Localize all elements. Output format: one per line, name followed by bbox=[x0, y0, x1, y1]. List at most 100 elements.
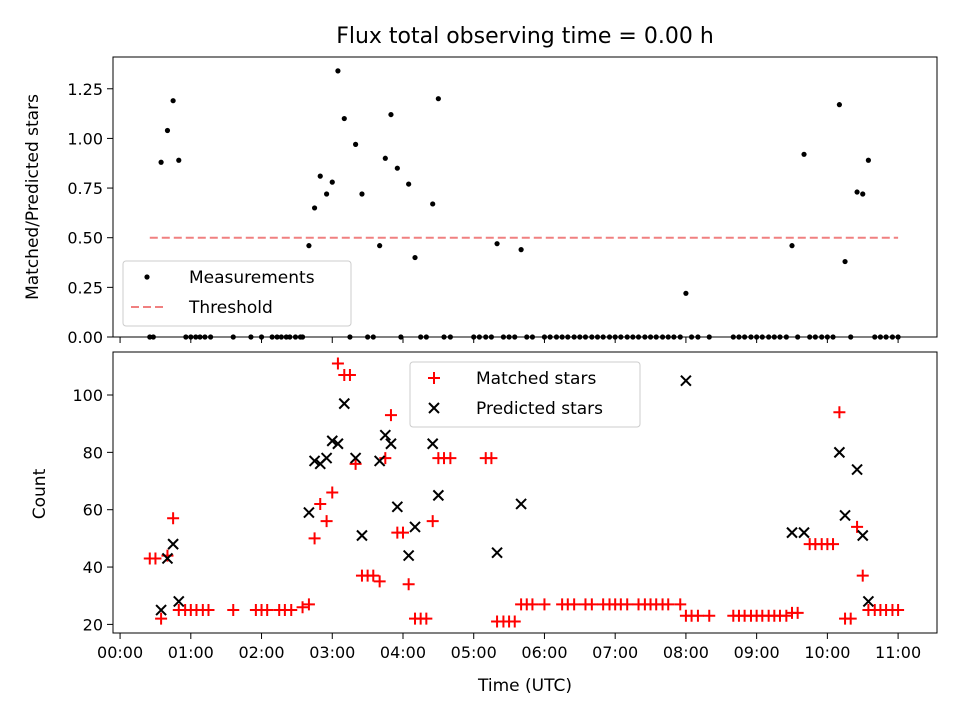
top-measurement-point bbox=[801, 151, 807, 157]
top-y-tick-label: 0.00 bbox=[67, 328, 103, 347]
top-measurement-point bbox=[377, 243, 383, 249]
top-measurement-point bbox=[635, 334, 642, 340]
bottom-matched-point bbox=[621, 598, 634, 611]
bottom-predicted-point bbox=[798, 526, 810, 539]
bottom-matched-point bbox=[308, 532, 321, 545]
top-measurement-point bbox=[759, 334, 765, 340]
top-measurement-point bbox=[883, 334, 889, 340]
bottom-predicted-point bbox=[385, 438, 397, 450]
bottom-matched-point bbox=[791, 606, 804, 619]
bottom-x-tick-label: 06:00 bbox=[521, 643, 567, 662]
top-measurement-point bbox=[659, 334, 666, 340]
top-measurement-point bbox=[518, 247, 524, 253]
bottom-matched-point bbox=[314, 497, 327, 510]
top-measurement-point bbox=[506, 334, 512, 340]
top-measurement-point bbox=[848, 334, 854, 340]
top-y-tick-label: 0.25 bbox=[67, 278, 103, 297]
bottom-predicted-point bbox=[155, 604, 167, 616]
bottom-predicted-point bbox=[167, 538, 179, 550]
top-measurement-point bbox=[730, 334, 736, 340]
top-measurement-point bbox=[430, 201, 436, 207]
top-measurement-point bbox=[742, 334, 748, 340]
bottom-x-tick-label: 03:00 bbox=[309, 643, 355, 662]
top-measurement-point bbox=[418, 334, 424, 340]
bottom-predicted-point bbox=[862, 595, 875, 608]
top-measurement-point bbox=[836, 102, 842, 108]
top-measurement-point bbox=[860, 191, 866, 197]
bottom-matched-point bbox=[827, 538, 840, 551]
bottom-predicted-point bbox=[356, 529, 368, 542]
bottom-matched-point bbox=[691, 609, 704, 622]
bottom-y-tick-label: 40 bbox=[83, 558, 103, 577]
bottom-y-tick-label: 20 bbox=[83, 615, 103, 634]
bottom-panel: 20 40 60 80 100 00:00 01:00 02:00 03:00 04:00 05:0… bbox=[72, 351, 938, 662]
top-measurement-point bbox=[412, 254, 418, 261]
top-measurement-point bbox=[317, 173, 323, 179]
bottom-predicted-point bbox=[833, 446, 846, 459]
top-measurement-point bbox=[819, 334, 825, 340]
top-measurement-point bbox=[830, 334, 836, 340]
bottom-x-axis-label: Time (UTC) bbox=[477, 676, 572, 696]
top-measurement-point bbox=[677, 334, 683, 340]
top-y-tick-label: 1.00 bbox=[67, 129, 103, 148]
top-measurement-point bbox=[435, 96, 441, 102]
bottom-matched-point bbox=[331, 357, 344, 370]
top-measurement-point bbox=[665, 334, 671, 340]
top-measurement-point bbox=[188, 334, 194, 340]
top-measurement-point bbox=[365, 334, 371, 340]
bottom-predicted-point bbox=[349, 452, 362, 464]
bottom-predicted-point bbox=[851, 463, 863, 476]
top-measurement-point bbox=[394, 165, 400, 171]
top-y-tick-label: 0.50 bbox=[67, 229, 103, 248]
top-measurement-point bbox=[353, 141, 359, 147]
bottom-predicted-point bbox=[173, 595, 185, 608]
bottom-x-tick-label: 05:00 bbox=[451, 643, 497, 662]
top-measurement-point bbox=[370, 334, 376, 340]
top-measurement-point bbox=[347, 334, 353, 340]
top-measurement-point bbox=[582, 334, 589, 340]
top-measurement-point bbox=[500, 334, 507, 340]
top-measurement-point bbox=[594, 334, 601, 340]
bottom-predicted-point bbox=[426, 438, 439, 450]
top-measurement-point bbox=[324, 191, 330, 197]
bottom-matched-point bbox=[892, 604, 905, 617]
bottom-matched-point bbox=[367, 569, 380, 582]
bottom-predicted-point bbox=[409, 521, 421, 533]
top-measurement-point bbox=[388, 111, 394, 118]
top-measurement-point bbox=[359, 191, 365, 197]
top-measurement-point bbox=[278, 334, 284, 340]
bottom-matched-point bbox=[349, 457, 362, 470]
bottom-predicted-point bbox=[402, 549, 415, 562]
top-measurement-point bbox=[671, 334, 677, 340]
bottom-predicted-point bbox=[432, 489, 445, 502]
top-measurement-point bbox=[812, 334, 818, 340]
top-measurement-point bbox=[406, 181, 412, 187]
bottom-x-tick-label: 10:00 bbox=[804, 643, 850, 662]
top-measurement-point bbox=[483, 334, 489, 340]
bottom-matched-point bbox=[526, 598, 539, 611]
top-measurement-point bbox=[771, 334, 777, 340]
top-measurement-point bbox=[488, 334, 495, 340]
bottom-matched-point bbox=[780, 609, 793, 622]
top-measurement-point bbox=[795, 334, 801, 340]
bottom-predicted-point bbox=[680, 374, 692, 387]
top-measurement-point bbox=[612, 334, 618, 340]
bottom-legend-label: Matched stars bbox=[476, 369, 596, 389]
bottom-legend-box bbox=[409, 361, 641, 428]
bottom-matched-point bbox=[585, 598, 598, 611]
top-measurement-point bbox=[202, 334, 208, 340]
bottom-matched-point bbox=[568, 598, 581, 611]
top-measurement-point bbox=[553, 334, 560, 340]
top-measurement-point bbox=[230, 334, 236, 340]
top-measurement-point bbox=[423, 334, 429, 340]
bottom-matched-point bbox=[856, 569, 869, 582]
bottom-legend-label: Predicted stars bbox=[476, 399, 603, 419]
top-measurement-point bbox=[529, 334, 536, 340]
top-measurement-point bbox=[606, 334, 613, 340]
top-measurement-point bbox=[865, 157, 871, 163]
bottom-matched-point bbox=[261, 604, 274, 617]
top-measurement-point bbox=[877, 334, 884, 340]
top-measurement-point bbox=[854, 189, 860, 195]
top-y-axis-label: Matched/Predicted stars bbox=[23, 94, 43, 300]
bottom-matched-point bbox=[320, 515, 333, 528]
